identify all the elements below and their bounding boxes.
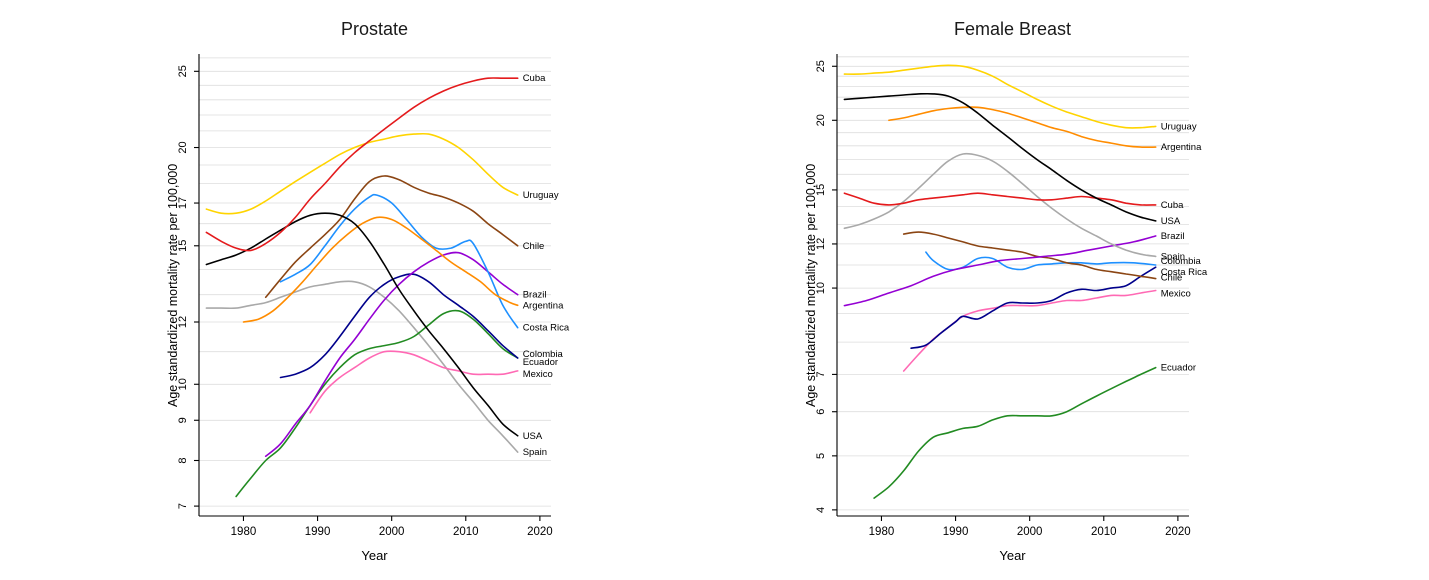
x-axis-label: Year [999,547,1026,563]
y-tick-label: 7 [176,503,188,509]
axes [197,53,551,517]
y-tick-label: 12 [177,315,189,327]
x-tick-label: 2010 [452,526,478,538]
y-axis-ticks: 7 8 9 10 12 15 17 20 25 [176,65,199,509]
series-label-ecuador: Ecuador [1160,362,1195,373]
y-tick-label: 5 [814,452,826,458]
chart-title: Female Breast [953,18,1072,39]
series-line-uruguay [205,132,518,215]
y-tick-label: 10 [814,281,826,293]
y-axis-label: Age standardized mortality rate per 100,… [165,162,180,407]
x-tick-label: 2010 [1090,526,1116,538]
x-tick-label: 2000 [378,526,404,538]
series-line-argentina [242,215,518,323]
prostate-plot-svg: 7 8 9 10 12 15 17 20 25 1980 1990 2000 2010 2020 Spain… [176,53,569,538]
series-label-costa-rica: Costa Rica [1160,267,1207,278]
gridlines [198,56,551,507]
y-tick-label: 20 [177,141,189,153]
x-tick-label: 2000 [1016,526,1042,538]
series-label-usa: USA [1160,215,1180,226]
y-tick-label: 25 [177,65,189,77]
series-line-usa [205,211,518,437]
female-breast-chart-figure: Female Breast Age standardized mortality… [799,18,1269,563]
series-label-argentina: Argentina [522,300,563,311]
y-axis-ticks: 4 5 6 7 10 12 15 20 25 [814,60,837,512]
y-tick-label: 6 [815,408,827,414]
x-tick-label: 1990 [942,526,968,538]
axes [835,53,1189,517]
x-axis-ticks: 1980 1990 2000 2010 2020 [868,515,1191,538]
series-line-cuba [205,76,518,251]
series-label-mexico: Mexico [522,368,552,379]
series-line-mexico [308,349,518,414]
series-label-chile: Chile [522,240,544,251]
y-tick-label: 25 [814,60,826,72]
series-label-argentina: Argentina [1160,142,1201,153]
y-tick-label: 15 [176,239,188,251]
y-tick-label: 7 [815,371,827,377]
series-line-colombia [279,272,518,378]
series-line-costa-rica [909,265,1156,349]
series-line-costa-rica [279,193,518,328]
x-tick-label: 1980 [868,526,894,538]
series-label-spain: Spain [1160,251,1184,262]
series-line-ecuador [234,309,518,497]
series-line-brazil [264,251,518,457]
y-tick-label: 9 [176,417,188,423]
x-tick-label: 2020 [1165,526,1191,538]
x-tick-label: 1990 [304,526,330,538]
series-label-uruguay: Uruguay [1160,121,1196,132]
series-label-colombia: Colombia [522,349,563,360]
x-tick-label: 2020 [527,526,553,538]
series-line-chile [264,174,518,298]
prostate-chart-figure: Prostate Age standardized mortality rate… [161,18,631,563]
y-tick-label: 10 [176,378,188,390]
series-label-colombia: Colombia [1160,256,1201,267]
series-line-spain [843,152,1156,257]
series-line-cuba [843,191,1156,206]
series-label-ecuador: Ecuador [522,357,557,368]
series-line-brazil [843,234,1156,306]
series-line-chile [902,230,1156,279]
y-tick-label: 8 [176,457,188,463]
y-axis-label: Age standardized mortality rate per 100,… [803,162,818,407]
series-line-ecuador [872,366,1156,499]
series-line-colombia [924,250,1156,271]
series-label-spain: Spain [522,447,546,458]
chart-title: Prostate [340,18,409,39]
series-line-spain [205,279,518,453]
x-tick-label: 1980 [230,526,256,538]
y-tick-label: 20 [814,114,826,126]
series-line-usa [843,92,1156,222]
series-lines [205,76,518,497]
gridlines [836,55,1189,510]
series-label-brazil: Brazil [522,289,546,300]
y-tick-label: 12 [815,237,827,249]
female-breast-plot-svg: 4 5 6 7 10 12 15 20 25 1980 1990 2000 2010 2020 Ecuado… [814,53,1207,538]
y-tick-label: 15 [815,183,827,195]
series-lines [843,63,1156,499]
series-label-mexico: Mexico [1160,288,1190,299]
y-tick-label: 17 [177,196,189,208]
x-axis-ticks: 1980 1990 2000 2010 2020 [230,515,553,538]
series-label-uruguay: Uruguay [522,190,558,201]
series-label-brazil: Brazil [1160,231,1184,242]
series-line-uruguay [843,63,1156,129]
x-axis-label: Year [361,547,388,563]
y-tick-label: 4 [814,506,826,512]
series-label-usa: USA [522,430,542,441]
series-label-chile: Chile [1160,272,1182,283]
series-label-cuba: Cuba [1160,199,1183,210]
series-line-argentina [887,105,1156,148]
series-label-cuba: Cuba [522,73,545,84]
series-label-costa-rica: Costa Rica [522,322,569,333]
